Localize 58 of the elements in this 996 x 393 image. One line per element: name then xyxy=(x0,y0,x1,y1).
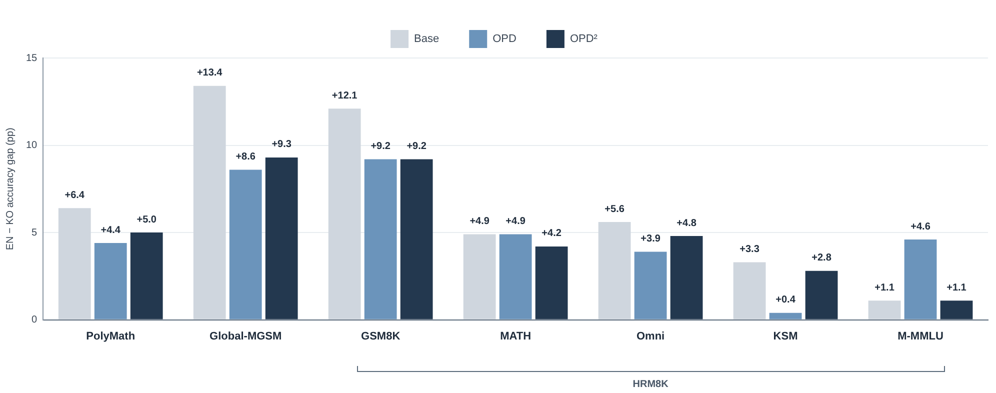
y-tick-label: 5 xyxy=(32,227,38,238)
bar xyxy=(130,232,163,320)
x-tick-label: PolyMath xyxy=(86,330,136,342)
data-label: +4.9 xyxy=(506,216,526,228)
bar xyxy=(400,159,433,320)
data-label: +4.2 xyxy=(542,228,562,240)
data-label: +9.2 xyxy=(370,140,391,152)
data-label: +9.2 xyxy=(406,140,427,152)
x-tick-label: KSM xyxy=(773,330,798,342)
y-axis-title: EN − KO accuracy gap (pp) xyxy=(4,128,16,250)
data-label: +4.9 xyxy=(470,216,490,228)
data-label: +4.8 xyxy=(676,218,697,229)
bar xyxy=(670,236,703,320)
data-label: +1.1 xyxy=(946,282,967,294)
bar xyxy=(94,243,127,320)
bar xyxy=(328,108,361,320)
legend-label: OPD xyxy=(492,33,517,46)
data-label: +6.4 xyxy=(64,190,85,201)
x-tick-label: M-MMLU xyxy=(898,330,944,342)
bar xyxy=(364,159,397,320)
data-label: +0.4 xyxy=(776,294,796,306)
bar xyxy=(733,262,766,320)
data-label: +2.8 xyxy=(812,252,832,264)
data-label: +8.6 xyxy=(236,151,256,162)
y-tick-label: 15 xyxy=(26,52,38,64)
data-label: +1.1 xyxy=(874,282,895,294)
bar xyxy=(805,270,838,320)
legend-label: OPD² xyxy=(570,33,598,46)
y-tick-label: 10 xyxy=(26,140,38,152)
x-tick-label: Global-MGSM xyxy=(210,330,282,342)
bar xyxy=(634,252,667,320)
bar xyxy=(265,157,298,320)
x-tick-label: GSM8K xyxy=(361,330,400,342)
text: HRM8K xyxy=(632,378,670,390)
bar xyxy=(193,86,226,320)
bar xyxy=(229,170,262,320)
data-label: +5.0 xyxy=(136,214,157,226)
bar xyxy=(868,300,901,320)
bar xyxy=(58,208,91,320)
bar xyxy=(769,312,802,320)
bar xyxy=(499,234,532,320)
data-label: +4.4 xyxy=(100,224,121,236)
x-tick-label: MATH xyxy=(500,330,532,342)
bar xyxy=(940,300,973,320)
bar xyxy=(904,240,937,320)
data-label: +9.3 xyxy=(272,139,292,150)
data-label: +12.1 xyxy=(332,90,358,102)
data-label: +5.6 xyxy=(604,204,625,215)
bar xyxy=(535,246,568,320)
bar xyxy=(463,234,496,320)
bar xyxy=(598,222,631,320)
data-label: +13.4 xyxy=(196,68,223,79)
legend-label: Base xyxy=(414,33,440,46)
data-label: +3.3 xyxy=(740,244,760,255)
data-label: +4.6 xyxy=(910,221,931,232)
x-tick-label: Omni xyxy=(636,330,665,342)
data-label: +3.9 xyxy=(640,233,661,244)
y-tick-label: 0 xyxy=(32,314,38,326)
